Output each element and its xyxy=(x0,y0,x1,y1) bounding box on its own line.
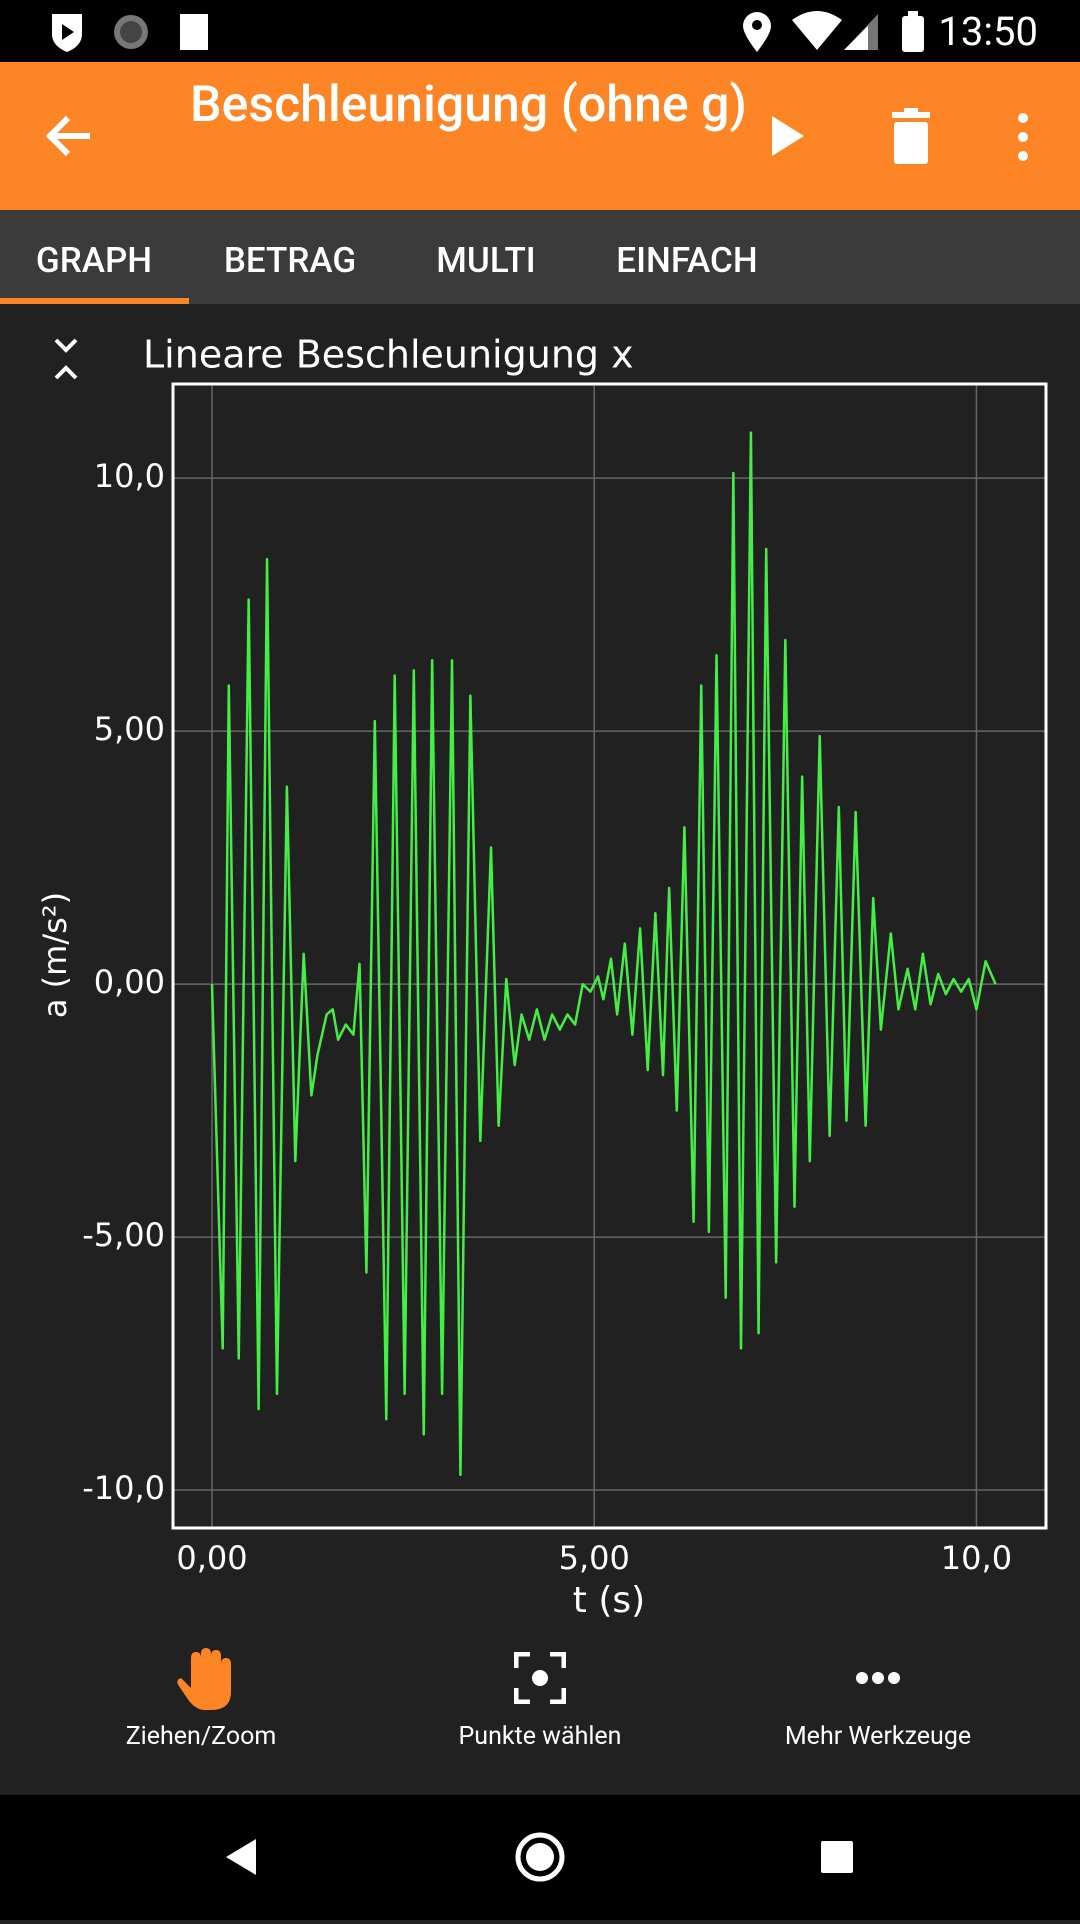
hand-icon[interactable] xyxy=(171,1648,233,1712)
delete-button[interactable] xyxy=(888,108,934,166)
y-tick-label: 0,00 xyxy=(94,963,165,1001)
toolbar-title: Beschleunigung (ohne g) xyxy=(190,76,747,134)
plot-frame xyxy=(171,382,1048,1530)
y-tick-label: 5,00 xyxy=(94,710,165,748)
play-button[interactable] xyxy=(768,112,808,160)
tab[interactable]: BETRAG xyxy=(223,240,357,281)
toolbar: Beschleunigung (ohne g) xyxy=(0,62,1080,210)
tab[interactable]: EINFACH xyxy=(616,240,758,281)
chart: Lineare Beschleunigung x t (s) a (m/s²) … xyxy=(36,333,1048,1621)
nav-buttons xyxy=(226,1832,853,1882)
collapse-button[interactable] xyxy=(54,338,78,380)
status-icons-right xyxy=(743,11,924,52)
nav-back[interactable] xyxy=(226,1839,256,1875)
tool-label[interactable]: Ziehen/Zoom xyxy=(125,1722,277,1751)
y-tick-label: -5,00 xyxy=(82,1216,165,1254)
navigation-bar xyxy=(0,1795,1080,1920)
x-tick-label: 5,00 xyxy=(559,1539,630,1577)
more-tools-icon[interactable] xyxy=(854,1666,902,1690)
tool-label[interactable]: Mehr Werkzeuge xyxy=(784,1722,972,1751)
tab-bar: GRAPH BETRAG MULTI EINFACH xyxy=(0,210,1080,304)
nav-recents[interactable] xyxy=(821,1841,853,1873)
x-axis-label: t (s) xyxy=(573,1580,645,1621)
chart-title: Lineare Beschleunigung x xyxy=(143,333,634,377)
menu-button[interactable] xyxy=(1008,110,1038,164)
tab[interactable]: GRAPH xyxy=(35,240,153,281)
tab[interactable]: MULTI xyxy=(436,240,536,281)
y-axis-label: a (m/s²) xyxy=(36,892,74,1018)
y-tick-label: -10,0 xyxy=(82,1469,165,1507)
tab-indicator xyxy=(0,298,189,304)
data-line xyxy=(210,431,997,1477)
select-points-icon[interactable] xyxy=(514,1652,566,1704)
back-button[interactable] xyxy=(40,106,100,166)
status-icons xyxy=(52,14,208,52)
x-tick-label: 0,00 xyxy=(176,1539,247,1577)
clock: 13:50 xyxy=(938,8,1038,55)
y-tick-label: 10,0 xyxy=(94,457,165,495)
nav-home[interactable] xyxy=(515,1832,565,1882)
x-tick-label: 10,0 xyxy=(941,1539,1012,1577)
tool-label[interactable]: Punkte wählen xyxy=(458,1722,622,1751)
status-bar: 13:50 xyxy=(0,0,1080,62)
